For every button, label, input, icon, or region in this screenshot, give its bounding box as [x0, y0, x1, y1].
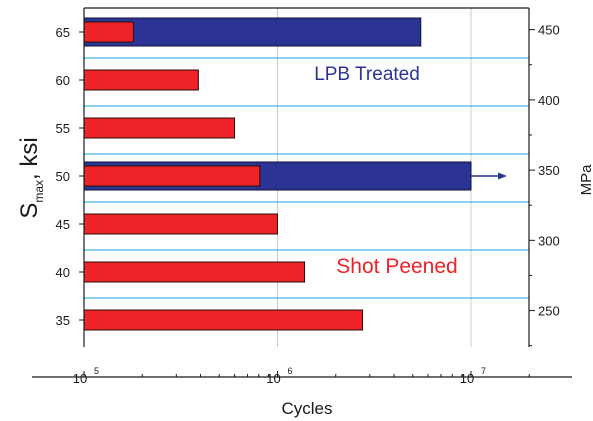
right-tick-label: 350 [538, 163, 560, 178]
bar-shot-peened [83, 69, 199, 91]
y-tick-label: 60 [56, 73, 70, 88]
x-tick-base: 10 [73, 371, 87, 386]
right-tick-label: 450 [538, 23, 560, 38]
y-tick-label: 35 [56, 313, 70, 328]
axes [32, 7, 572, 378]
x-tick-exponent: 7 [481, 366, 486, 376]
right-axis-title: MPa [578, 164, 593, 196]
annotation-lpb-treated: LPB Treated [314, 64, 420, 85]
bars [83, 17, 507, 331]
y-tick-label: 50 [56, 169, 70, 184]
annotation-shot-peened: Shot Peened [336, 255, 457, 278]
runout-arrow-head [498, 172, 507, 180]
y-tick-label: 65 [56, 25, 70, 40]
right-tick-label: 400 [538, 93, 560, 108]
y-axis-title-main: S [16, 203, 43, 219]
right-tick-label: 250 [538, 304, 560, 319]
x-tick-base: 10 [460, 371, 474, 386]
right-tick-label: 300 [538, 233, 560, 248]
bar-shot-peened [83, 117, 236, 139]
x-axis-title: Cycles [281, 399, 332, 418]
x-tick-exponent: 5 [94, 366, 99, 376]
bar-shot-peened [83, 261, 306, 283]
bar-shot-peened [83, 21, 134, 43]
y-axis-title-subscript: max [32, 180, 46, 203]
x-tick-base: 10 [266, 371, 280, 386]
y-tick-label: 55 [56, 121, 70, 136]
bar-shot-peened [83, 309, 364, 331]
bar-shot-peened [83, 213, 278, 235]
right-axis-title-text: MPa [578, 164, 593, 196]
y-axis-title: Smax, ksi [16, 137, 46, 218]
y-axis-title-unit: , ksi [16, 137, 43, 180]
y-tick-label: 40 [56, 265, 70, 280]
bar-lpb-treated [83, 17, 422, 47]
bar-shot-peened [83, 165, 261, 187]
y-axis-title-text: Smax, ksi [16, 137, 46, 218]
labels: 65 60 55 50 45 40 35 450 400 350 300 250 10 5 10 6 10 7 Cy… [16, 23, 593, 418]
y-tick-label: 45 [56, 217, 70, 232]
x-tick-exponent: 6 [288, 366, 293, 376]
